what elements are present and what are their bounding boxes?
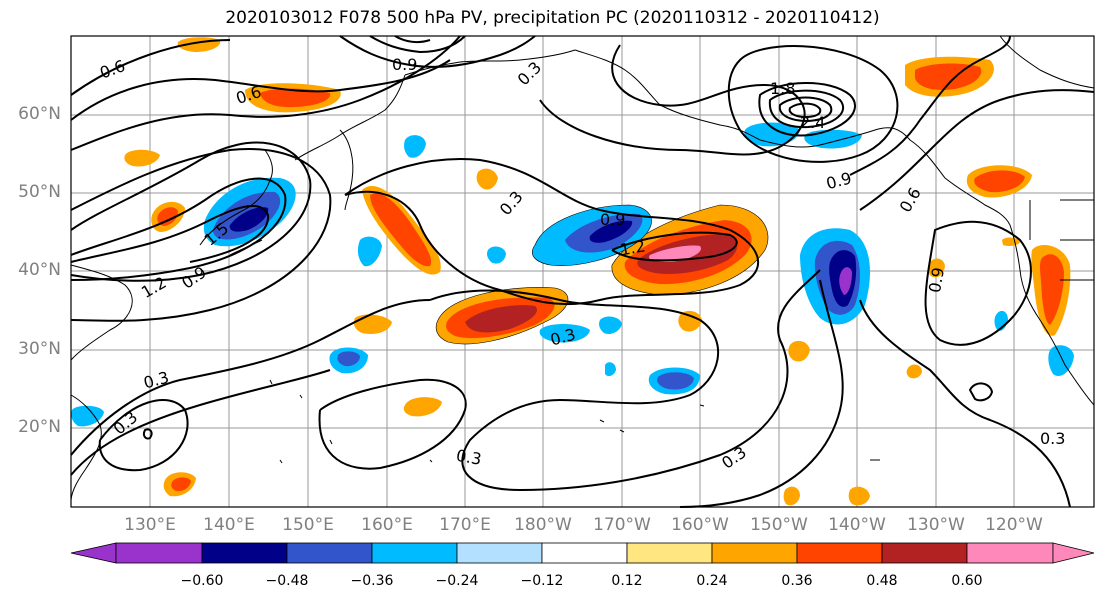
lon-label: 150°E [282, 515, 334, 535]
lon-label: 130°W [907, 515, 965, 535]
colorbar-tick-label: 0.36 [781, 573, 813, 589]
colorbar-tick-label: 0.24 [696, 573, 728, 589]
colorbar-bin [796, 542, 883, 564]
lat-label: 30°N [18, 339, 61, 359]
lat-label: 50°N [18, 182, 61, 202]
lon-label: 130°E [124, 515, 176, 535]
colorbar-bin [456, 542, 543, 564]
colorbar-bin [881, 542, 968, 564]
contour-label: 2.4 [800, 113, 825, 132]
map-border [70, 35, 1095, 508]
colorbar-bin [201, 542, 288, 564]
colorbar-bin [711, 542, 798, 564]
colorbar-bin [626, 542, 713, 564]
lon-label: 160°E [361, 515, 413, 535]
colorbar-tick-label: −0.36 [350, 573, 394, 589]
colorbar-tick-label: 0.12 [611, 573, 643, 589]
colorbar-tick-label: 0.48 [866, 573, 898, 589]
lon-label: 170°W [593, 515, 651, 535]
contour-label: 0.9 [392, 55, 417, 74]
colorbar-tick-label: −0.12 [520, 573, 564, 589]
lon-label: 150°W [750, 515, 808, 535]
lon-label: 160°W [671, 515, 729, 535]
contour-label: 0.3 [455, 446, 483, 469]
colorbar-tick-label: −0.24 [435, 573, 479, 589]
precipitation-shading [71, 37, 1074, 506]
lat-label: 20°N [18, 417, 61, 437]
colorbar-tick-label: −0.48 [265, 573, 309, 589]
colorbar-bin [966, 542, 1054, 564]
lon-label: 180°W [514, 515, 572, 535]
lon-label: 120°W [985, 515, 1043, 535]
pv-contours [70, 35, 1095, 508]
colorbar [70, 542, 1095, 564]
contour-label: 0.9 [600, 210, 625, 229]
lat-label: 40°N [18, 260, 61, 280]
lon-label: 140°W [828, 515, 886, 535]
lon-label: 170°E [439, 515, 491, 535]
page-title: 2020103012 F078 500 hPa PV, precipitatio… [225, 8, 880, 28]
coastlines [70, 35, 1095, 501]
lat-label: 60°N [18, 104, 61, 124]
contour-label: 0.9 [925, 266, 948, 294]
colorbar-bin [371, 542, 458, 564]
colorbar-bin [286, 542, 373, 564]
colorbar-bin [541, 542, 628, 564]
colorbar-bin [115, 542, 203, 564]
colorbar-min-extend [70, 542, 117, 564]
contour-label: 1.2 [618, 236, 646, 259]
colorbar-max-extend [1052, 542, 1095, 564]
contour-label: 1.8 [770, 79, 795, 98]
colorbar-tick-label: 0.60 [951, 573, 983, 589]
contour-label: 0.3 [1040, 429, 1065, 448]
colorbar-tick-label: −0.60 [180, 573, 224, 589]
lon-label: 140°E [203, 515, 255, 535]
